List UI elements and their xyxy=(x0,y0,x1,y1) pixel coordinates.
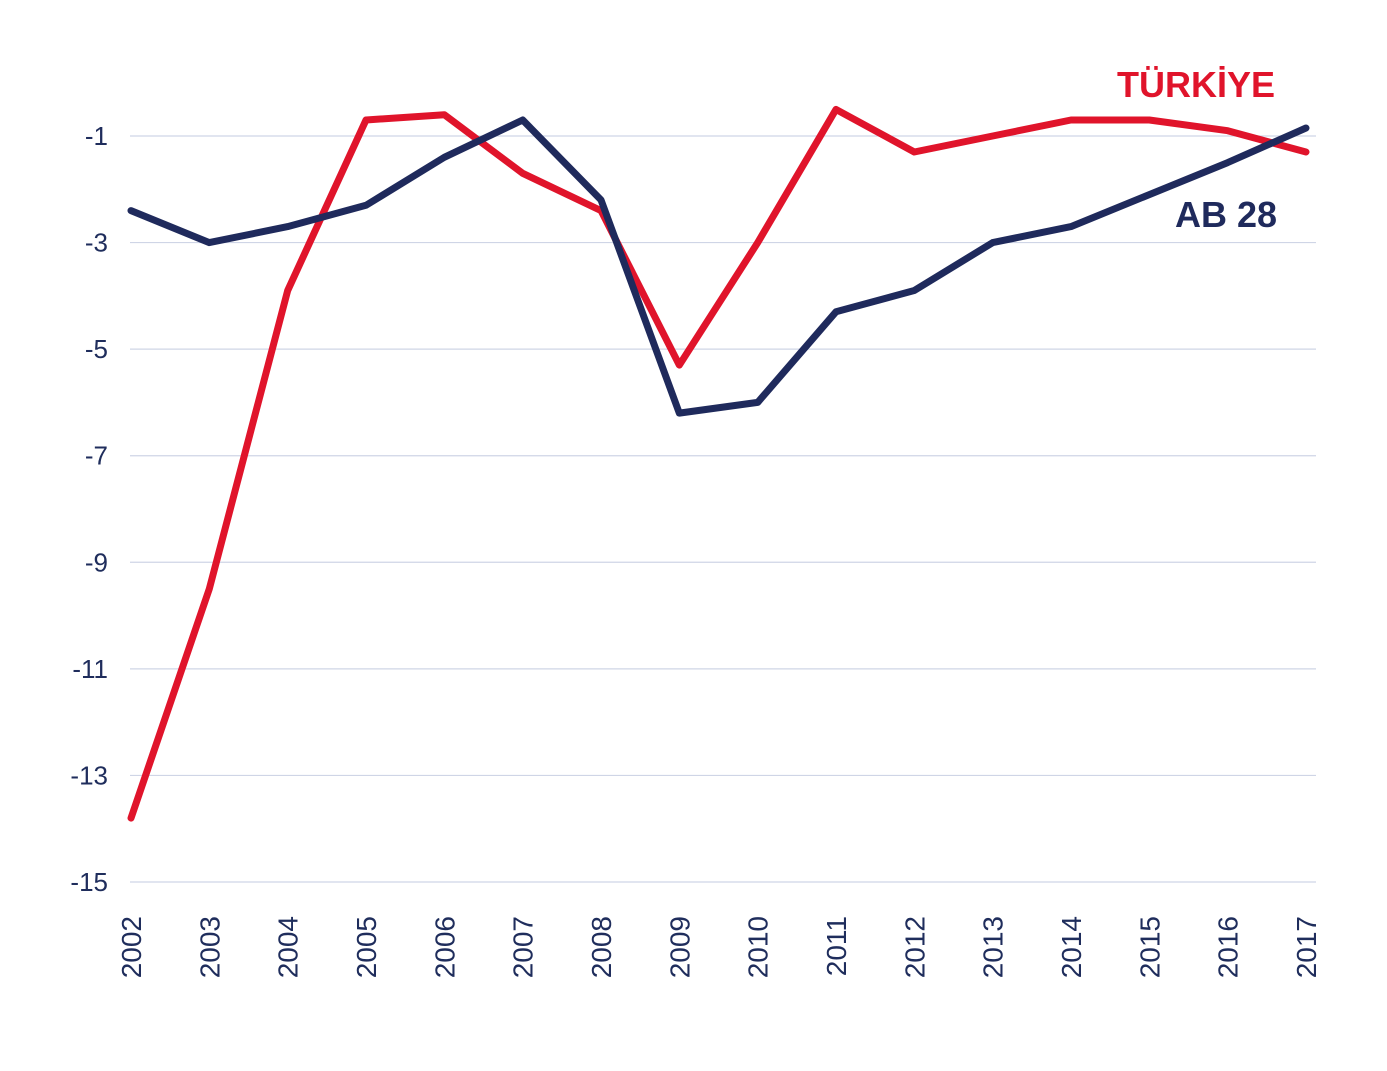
gridlines xyxy=(130,135,1316,883)
x-tick-label: 2014 xyxy=(1056,916,1087,978)
series-lines xyxy=(127,105,1310,822)
y-tick-label: -5 xyxy=(85,334,108,364)
x-tick-label: 2013 xyxy=(978,916,1009,978)
y-tick-label: -15 xyxy=(70,867,108,897)
x-tick-label: 2007 xyxy=(508,916,539,978)
x-tick-label: 2005 xyxy=(351,916,382,978)
x-tick-label: 2004 xyxy=(273,916,304,978)
x-tick-label: 2011 xyxy=(821,916,852,976)
x-tick-label: 2015 xyxy=(1134,916,1165,978)
series-line-turkiye xyxy=(127,105,1310,822)
series-label-turkiye: TÜRKİYE xyxy=(1117,64,1275,105)
y-tick-label: -1 xyxy=(85,121,108,151)
y-tick-label: -7 xyxy=(85,441,108,471)
x-axis: 2002 2003 2004 2005 2006 2007 2008 2009 2010 2011… xyxy=(116,916,1322,978)
x-tick-label: 2016 xyxy=(1213,916,1244,978)
x-tick-label: 2017 xyxy=(1291,916,1322,978)
x-tick-label: 2003 xyxy=(194,916,225,978)
x-tick-label: 2002 xyxy=(116,916,147,978)
y-tick-label: -13 xyxy=(70,760,108,790)
y-tick-label: -9 xyxy=(85,547,108,577)
y-tick-label: -11 xyxy=(72,654,108,684)
x-tick-label: 2010 xyxy=(743,916,774,978)
x-tick-label: 2006 xyxy=(429,916,460,978)
x-tick-label: 2008 xyxy=(586,916,617,978)
y-axis: -1 -3 -5 -7 -9 -11 -13 -15 xyxy=(70,121,108,897)
x-tick-label: 2009 xyxy=(664,916,695,978)
x-tick-label: 2012 xyxy=(899,916,930,978)
series-line-ab28 xyxy=(127,116,1310,417)
series-label-ab28: AB 28 xyxy=(1175,194,1277,235)
y-tick-label: -3 xyxy=(85,228,108,258)
